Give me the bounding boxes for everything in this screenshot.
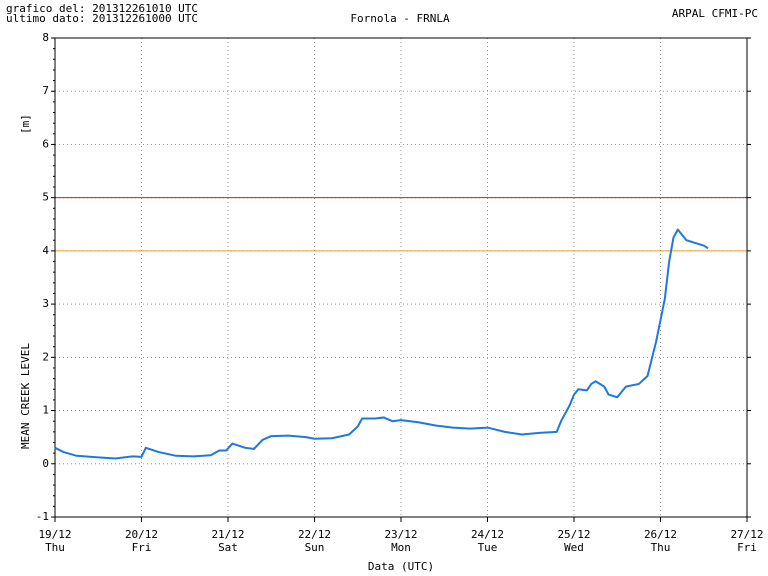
x-weekday-label: Tue — [478, 541, 498, 554]
chart-title: Fornola - FRNLA — [350, 12, 450, 25]
x-weekday-label: Fri — [737, 541, 757, 554]
x-weekday-label: Thu — [45, 541, 65, 554]
x-axis-label: Data (UTC) — [368, 560, 434, 573]
y-tick-label: 0 — [42, 457, 49, 470]
y-tick-label: 2 — [42, 350, 49, 363]
plot-frame — [54, 37, 748, 518]
x-weekday-label: Sat — [218, 541, 238, 554]
y-tick-label: 4 — [42, 244, 49, 257]
x-tick-label: 26/12 — [644, 528, 677, 541]
x-tick-label: 20/12 — [125, 528, 158, 541]
x-tick-label: 19/12 — [38, 528, 71, 541]
y-tick-label: 3 — [42, 297, 49, 310]
x-weekday-label: Thu — [651, 541, 671, 554]
y-tick-label: 8 — [42, 31, 49, 44]
y-tick-label: 7 — [42, 84, 49, 97]
x-weekday-label: Mon — [391, 541, 411, 554]
x-weekday-label: Sun — [305, 541, 325, 554]
x-tick-label: 22/12 — [298, 528, 331, 541]
x-weekday-label: Fri — [132, 541, 152, 554]
header-right: ARPAL CFMI-PC — [672, 7, 758, 20]
x-tick-label: 27/12 — [730, 528, 763, 541]
y-tick-label: 6 — [42, 137, 49, 150]
y-tick-label: -1 — [36, 510, 49, 523]
y-axis-label: MEAN CREEK LEVEL — [19, 343, 32, 449]
y-tick-label: 1 — [42, 404, 49, 417]
header-left: grafico del: 201312261010 UTC — [6, 2, 198, 15]
x-tick-label: 25/12 — [557, 528, 590, 541]
x-weekday-label: Wed — [564, 541, 584, 554]
data-line — [54, 228, 709, 460]
y-unit: [m] — [19, 114, 32, 134]
x-tick-label: 23/12 — [384, 528, 417, 541]
x-tick-label: 24/12 — [471, 528, 504, 541]
header-left: ultimo dato: 201312261000 UTC — [6, 12, 198, 25]
y-tick-label: 5 — [42, 191, 49, 204]
x-tick-label: 21/12 — [211, 528, 244, 541]
